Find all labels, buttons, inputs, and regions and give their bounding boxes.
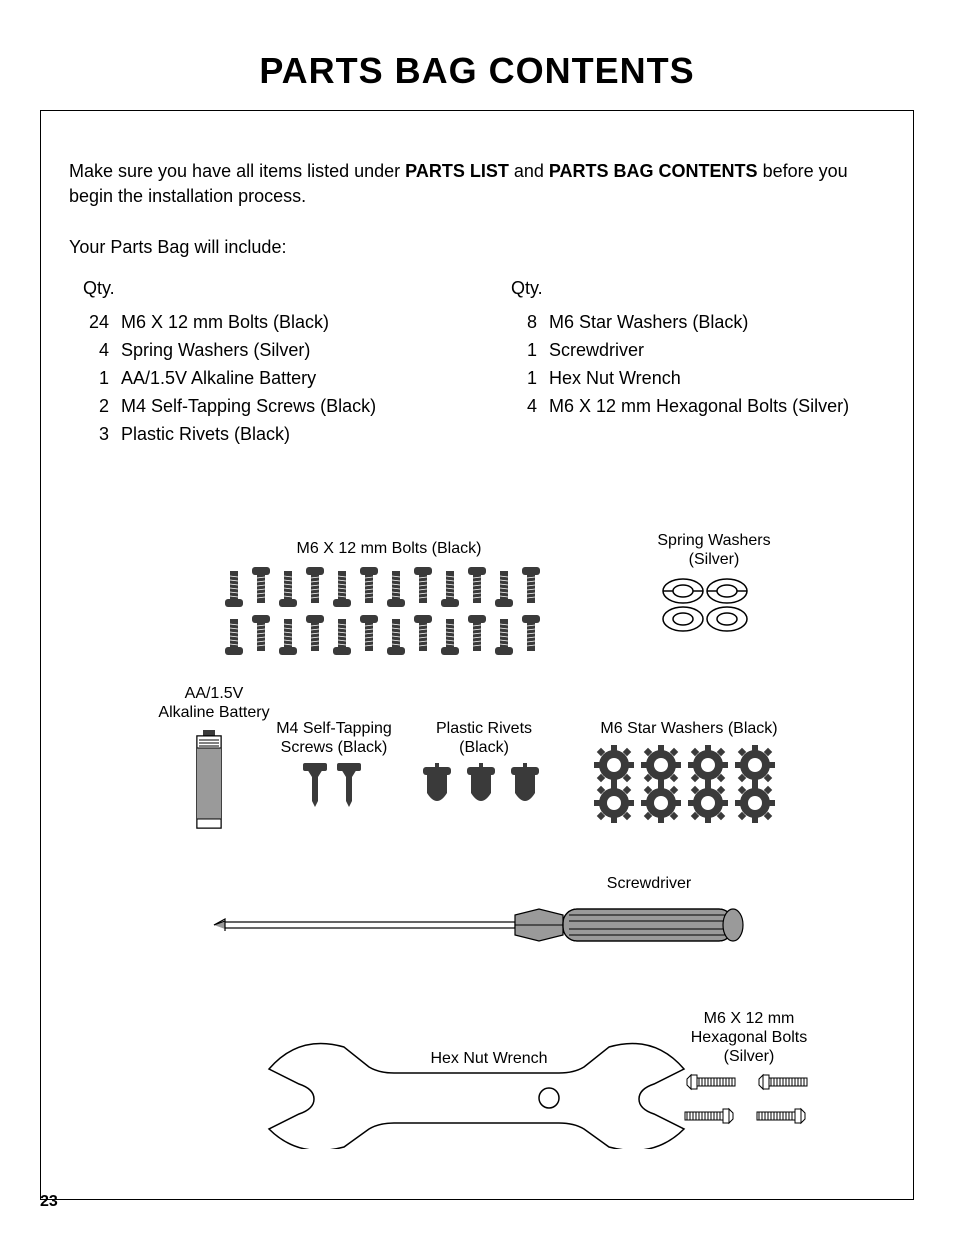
intro-text: Make sure you have all items listed unde…: [69, 159, 885, 209]
left-items: 24M6 X 12 mm Bolts (Black) 4Spring Washe…: [69, 309, 457, 448]
qty-columns: Qty. 24M6 X 12 mm Bolts (Black) 4Spring …: [69, 278, 885, 448]
hexbolts-icon: [681, 1069, 821, 1139]
label-spring: Spring Washers (Silver): [634, 531, 794, 569]
qty-col-right: Qty. 8M6 Star Washers (Black) 1Screwdriv…: [497, 278, 885, 448]
intro-prefix: Make sure you have all items listed unde…: [69, 161, 405, 181]
rivets-icon: [419, 761, 549, 811]
spring-washers-icon: [657, 575, 767, 637]
list-item: 2M4 Self-Tapping Screws (Black): [69, 393, 457, 421]
label-rivets: Plastic Rivets (Black): [424, 719, 544, 757]
list-item: 8M6 Star Washers (Black): [497, 309, 885, 337]
page-number: 23: [40, 1193, 58, 1211]
intro-mid: and: [509, 161, 549, 181]
diagrams: M6 X 12 mm Bolts (Black) Spring Washers …: [69, 539, 885, 1159]
qty-col-left: Qty. 24M6 X 12 mm Bolts (Black) 4Spring …: [69, 278, 457, 448]
list-item: 1Hex Nut Wrench: [497, 365, 885, 393]
screwdriver-icon: [209, 897, 749, 957]
label-battery: AA/1.5V Alkaline Battery: [144, 684, 284, 722]
qty-label-left: Qty.: [69, 278, 457, 299]
label-selftap: M4 Self-Tapping Screws (Black): [259, 719, 409, 757]
list-item: 24M6 X 12 mm Bolts (Black): [69, 309, 457, 337]
label-hexbolts: M6 X 12 mm Hexagonal Bolts (Silver): [679, 1009, 819, 1067]
battery-icon: [189, 727, 229, 837]
label-screwdriver: Screwdriver: [589, 874, 709, 893]
right-items: 8M6 Star Washers (Black) 1Screwdriver 1H…: [497, 309, 885, 421]
intro-bold2: PARTS BAG CONTENTS: [549, 161, 758, 181]
list-item: 4Spring Washers (Silver): [69, 337, 457, 365]
page-title: PARTS BAG CONTENTS: [40, 50, 914, 92]
wrench-icon: [259, 1029, 689, 1149]
subhead: Your Parts Bag will include:: [69, 237, 885, 258]
bolts-icon: [219, 563, 559, 659]
list-item: 1AA/1.5V Alkaline Battery: [69, 365, 457, 393]
list-item: 3Plastic Rivets (Black): [69, 421, 457, 449]
qty-label-right: Qty.: [497, 278, 885, 299]
selftap-icon: [299, 761, 369, 811]
intro-bold1: PARTS LIST: [405, 161, 509, 181]
list-item: 1Screwdriver: [497, 337, 885, 365]
page: PARTS BAG CONTENTS Make sure you have al…: [0, 0, 954, 1235]
list-item: 4M6 X 12 mm Hexagonal Bolts (Silver): [497, 393, 885, 421]
label-star: M6 Star Washers (Black): [589, 719, 789, 738]
label-bolts: M6 X 12 mm Bolts (Black): [279, 539, 499, 558]
star-washers-icon: [589, 743, 789, 825]
content-box: Make sure you have all items listed unde…: [40, 110, 914, 1200]
